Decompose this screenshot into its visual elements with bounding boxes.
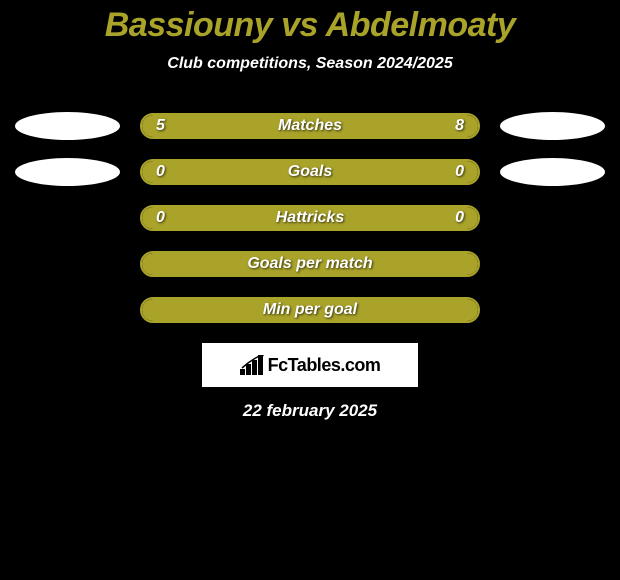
player-left-blob xyxy=(15,112,120,140)
stat-bar: 0Hattricks0 xyxy=(140,205,480,231)
player-right-blob xyxy=(500,112,605,140)
logo-text: FcTables.com xyxy=(268,355,381,376)
blob-spacer xyxy=(15,250,120,278)
blob-spacer xyxy=(500,204,605,232)
blob-spacer xyxy=(500,296,605,324)
blob-spacer xyxy=(15,204,120,232)
player-left-blob xyxy=(15,158,120,186)
logo-box: FcTables.com xyxy=(202,343,418,387)
stat-bar: 0Goals0 xyxy=(140,159,480,185)
stat-bar: Min per goal xyxy=(140,297,480,323)
stat-value-right: 0 xyxy=(455,209,464,227)
stat-value-right: 0 xyxy=(455,163,464,181)
infographic-container: Bassiouny vs Abdelmoaty Club competition… xyxy=(0,0,620,421)
page-subtitle: Club competitions, Season 2024/2025 xyxy=(0,55,620,73)
blob-spacer xyxy=(15,296,120,324)
stat-label: Matches xyxy=(142,117,478,135)
stat-row: 5Matches8 xyxy=(0,113,620,139)
stat-label: Hattricks xyxy=(142,209,478,227)
stat-row: 0Goals0 xyxy=(0,159,620,185)
stat-label: Goals xyxy=(142,163,478,181)
stat-label: Min per goal xyxy=(142,301,478,319)
stat-row: Min per goal xyxy=(0,297,620,323)
stat-bar: Goals per match xyxy=(140,251,480,277)
player-right-blob xyxy=(500,158,605,186)
stat-label: Goals per match xyxy=(142,255,478,273)
date-text: 22 february 2025 xyxy=(0,401,620,421)
page-title: Bassiouny vs Abdelmoaty xyxy=(0,6,620,45)
stat-row: Goals per match xyxy=(0,251,620,277)
stats-rows: 5Matches80Goals00Hattricks0Goals per mat… xyxy=(0,113,620,323)
stat-row: 0Hattricks0 xyxy=(0,205,620,231)
blob-spacer xyxy=(500,250,605,278)
stat-value-right: 8 xyxy=(455,117,464,135)
bars-icon xyxy=(240,355,264,375)
stat-bar: 5Matches8 xyxy=(140,113,480,139)
